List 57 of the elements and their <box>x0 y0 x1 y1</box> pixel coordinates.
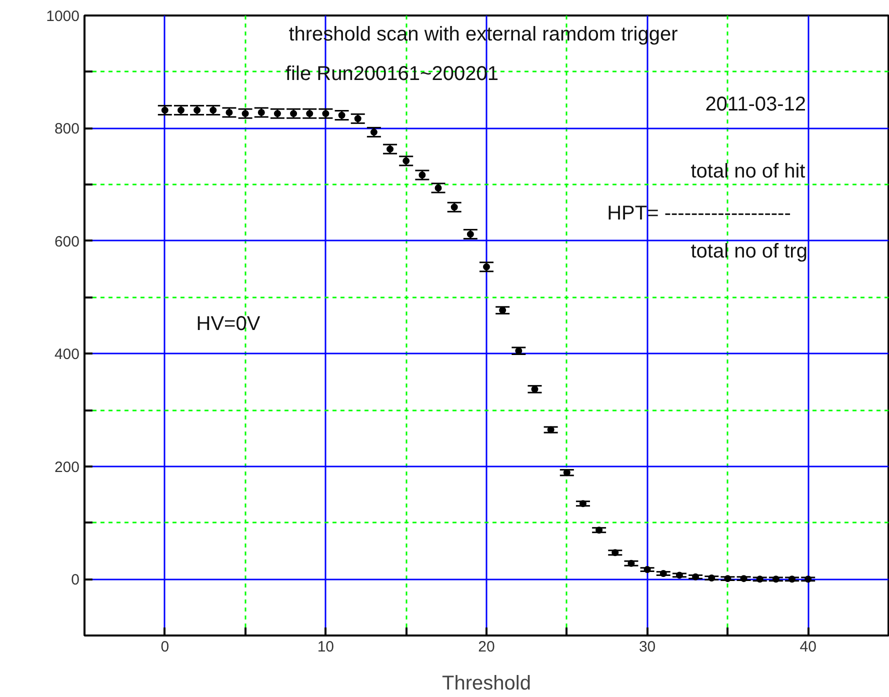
point <box>724 575 732 582</box>
point <box>226 108 233 116</box>
point <box>740 575 748 582</box>
point <box>515 347 522 354</box>
point <box>242 110 249 118</box>
point <box>418 172 426 179</box>
point <box>483 263 490 270</box>
point <box>274 110 281 118</box>
x-tick-label: 10 <box>317 638 334 656</box>
annotation: total no of hit <box>690 160 806 183</box>
point <box>756 576 764 583</box>
point <box>547 426 554 434</box>
point <box>499 306 506 314</box>
point <box>290 110 298 118</box>
y-tick-label: 0 <box>71 572 80 589</box>
y-tick-label: 800 <box>54 120 80 138</box>
point <box>370 128 378 136</box>
y-tick-label: 200 <box>54 458 80 476</box>
point <box>612 549 619 556</box>
point <box>563 469 570 476</box>
point <box>194 106 201 114</box>
x-tick-label: 0 <box>160 638 170 656</box>
point <box>676 572 683 579</box>
point <box>258 108 265 116</box>
annotation: total no of trg <box>690 240 808 263</box>
point <box>450 204 458 211</box>
point <box>772 576 780 583</box>
x-axis-title: Threshold <box>442 672 531 694</box>
x-tick-label: 20 <box>478 638 495 656</box>
y-tick-label: 1000 <box>46 8 80 25</box>
point <box>788 576 796 583</box>
point <box>708 574 716 582</box>
point <box>692 573 700 580</box>
point <box>210 106 217 114</box>
point <box>531 386 538 393</box>
point <box>306 110 314 118</box>
point <box>644 566 651 574</box>
point <box>466 230 474 238</box>
y-tick-label: 400 <box>54 346 80 364</box>
point <box>660 570 667 577</box>
annotation: HV=0V <box>196 312 261 335</box>
annotation: 2011-03-12 <box>705 93 806 116</box>
point <box>579 500 586 508</box>
y-tick-label: 600 <box>54 233 80 250</box>
point <box>596 526 603 534</box>
x-tick-label: 30 <box>638 638 656 656</box>
point <box>386 146 394 153</box>
point <box>338 112 346 119</box>
x-tick-label: 40 <box>800 638 816 656</box>
point <box>177 106 184 114</box>
point <box>354 115 362 122</box>
point <box>402 157 410 164</box>
point <box>628 560 635 567</box>
point <box>434 184 442 192</box>
point <box>161 106 168 114</box>
point <box>804 576 812 583</box>
point <box>322 110 330 118</box>
